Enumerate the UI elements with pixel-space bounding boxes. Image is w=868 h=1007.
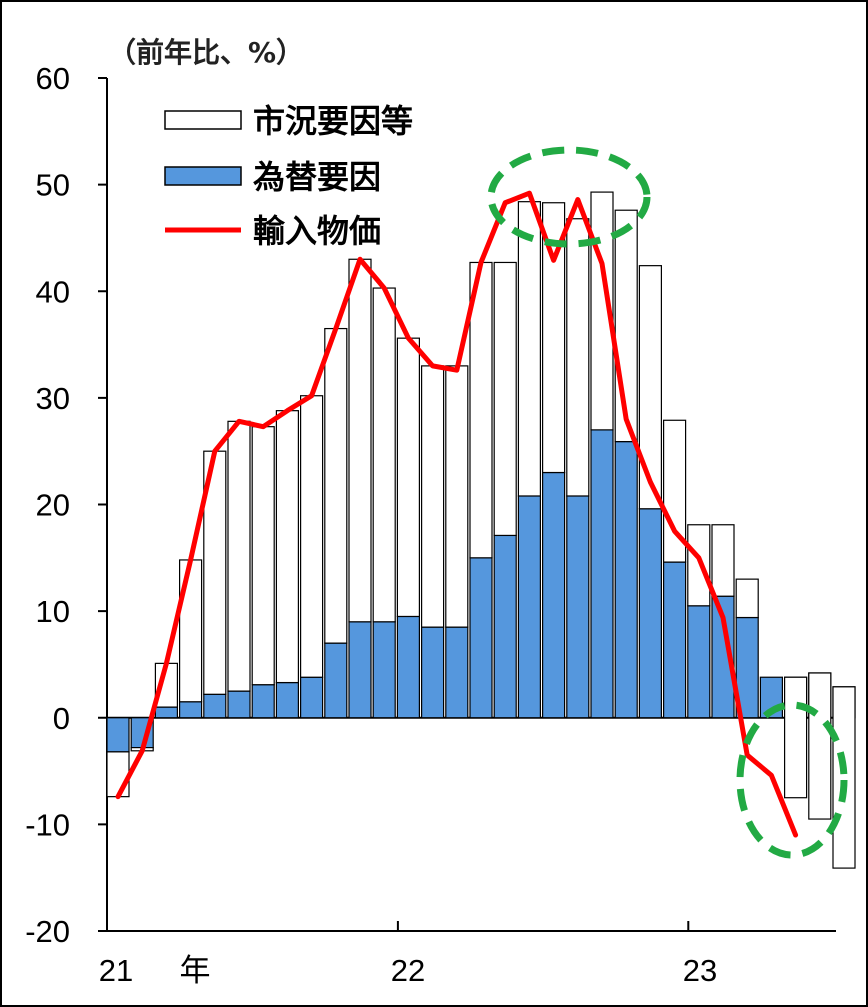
- market-bar: [566, 218, 590, 497]
- fx-bar: [493, 534, 517, 719]
- fx-bar: [687, 605, 711, 719]
- negative-highlight-ellipse: [736, 701, 848, 859]
- import-price-line: [115, 190, 799, 838]
- y-tick-label: -10: [25, 807, 70, 842]
- market-bar: [348, 258, 372, 623]
- fx-bar: [324, 642, 348, 719]
- x-tick-label: 23: [683, 953, 717, 988]
- market-bar: [421, 365, 445, 628]
- market-bar: [106, 751, 130, 798]
- fx-bar: [566, 495, 590, 719]
- y-tick-label: -20: [25, 914, 70, 949]
- market-bar: [275, 410, 299, 684]
- peak-highlight-ellipse: [487, 146, 651, 248]
- legend-swatch-bar: [164, 110, 242, 130]
- market-bar: [493, 261, 517, 537]
- market-bar: [711, 524, 735, 597]
- fx-bar: [348, 621, 372, 719]
- market-bar: [396, 337, 420, 618]
- market-bar: [179, 559, 203, 703]
- market-bar: [687, 524, 711, 607]
- market-bar: [808, 672, 832, 820]
- fx-bar: [517, 495, 542, 719]
- fx-bar: [300, 676, 324, 719]
- market-bar: [638, 265, 663, 510]
- market-bar: [735, 578, 759, 619]
- fx-bar: [251, 684, 275, 719]
- x-tick-label: 22: [391, 953, 425, 988]
- market-bar: [832, 686, 856, 869]
- fx-bar: [372, 621, 396, 719]
- fx-bar: [638, 508, 663, 719]
- y-tick-label: 40: [36, 274, 70, 309]
- market-bar: [541, 202, 566, 474]
- market-bar: [783, 676, 808, 799]
- market-bar: [372, 287, 396, 623]
- market-bar: [517, 201, 542, 497]
- y-tick-label: 0: [53, 701, 70, 736]
- fx-bar: [154, 706, 178, 719]
- legend-label: 輸入物価: [253, 212, 381, 250]
- fx-bar: [662, 561, 687, 719]
- fx-bar: [227, 690, 251, 719]
- x-tick-label: 年: [180, 953, 211, 988]
- line-layer: [115, 190, 799, 838]
- fx-bar: [590, 429, 614, 719]
- y-tick-label: 60: [36, 61, 70, 96]
- market-bar: [445, 365, 469, 628]
- fx-bar: [541, 471, 566, 719]
- annotations-layer: [487, 146, 848, 859]
- unit-label: （前年比、%）: [108, 36, 304, 69]
- market-bar: [662, 419, 687, 563]
- y-tick-label: 50: [36, 168, 70, 203]
- fx-bar: [445, 626, 469, 719]
- legend-label: 市況要因等: [253, 102, 413, 140]
- legend-swatch-bar: [164, 166, 242, 186]
- fx-bar: [179, 701, 203, 719]
- bars-layer: [106, 191, 856, 869]
- y-tick-label: 10: [36, 594, 70, 629]
- fx-bar: [203, 693, 227, 719]
- x-tick-label: 21: [99, 953, 133, 988]
- fx-bar: [421, 626, 445, 719]
- market-bar: [300, 395, 324, 678]
- fx-bar: [396, 615, 420, 719]
- fx-bar: [275, 681, 299, 719]
- fx-bar: [469, 557, 493, 719]
- legend-label: 為替要因: [253, 158, 381, 196]
- y-tick-label: 30: [36, 381, 70, 416]
- market-bar: [227, 420, 251, 692]
- y-tick-label: 20: [36, 488, 70, 523]
- fx-bar: [614, 440, 638, 719]
- market-bar: [324, 327, 348, 644]
- fx-bar: [106, 717, 130, 753]
- market-bar: [251, 426, 275, 686]
